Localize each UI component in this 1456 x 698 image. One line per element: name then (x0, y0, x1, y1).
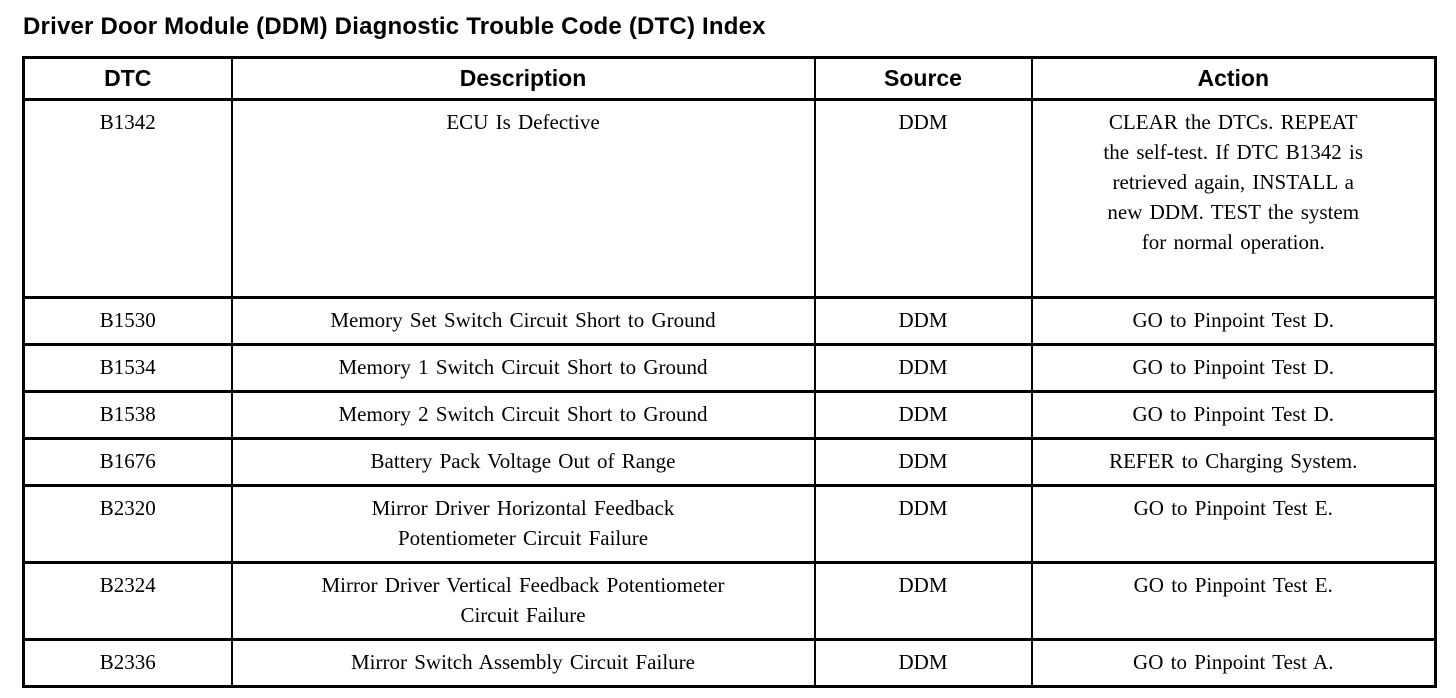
table-row: B2324 Mirror Driver Vertical Feedback Po… (22, 561, 1437, 641)
column-header-dtc: DTC (22, 56, 233, 101)
cell-description: Memory Set Switch Circuit Short to Groun… (230, 296, 816, 346)
document-title: Driver Door Module (DDM) Diagnostic Trou… (23, 13, 766, 40)
cell-source: DDM (813, 484, 1033, 564)
cell-dtc-code: B2324 (22, 561, 233, 641)
cell-action: GO to Pinpoint Test E. (1030, 561, 1437, 641)
cell-dtc-code: B1534 (22, 343, 233, 393)
table-row: B2336 Mirror Switch Assembly Circuit Fai… (22, 638, 1437, 688)
cell-source: DDM (813, 343, 1033, 393)
cell-description: Memory 1 Switch Circuit Short to Ground (230, 343, 816, 393)
table-row: B1342 ECU Is Defective DDM CLEAR the DTC… (22, 98, 1437, 299)
cell-description: Mirror Driver Vertical Feedback Potentio… (230, 561, 816, 641)
cell-action: REFER to Charging System. (1030, 437, 1437, 487)
table-row: B1534 Memory 1 Switch Circuit Short to G… (22, 343, 1437, 393)
cell-description: Memory 2 Switch Circuit Short to Ground (230, 390, 816, 440)
dtc-index-table: DTC Description Source Action B1342 ECU … (22, 56, 1437, 688)
table-row: B2320 Mirror Driver Horizontal Feedback … (22, 484, 1437, 564)
cell-dtc-code: B1530 (22, 296, 233, 346)
cell-dtc-code: B2336 (22, 638, 233, 688)
table-row: B1530 Memory Set Switch Circuit Short to… (22, 296, 1437, 346)
cell-source: DDM (813, 296, 1033, 346)
cell-source: DDM (813, 638, 1033, 688)
cell-source: DDM (813, 390, 1033, 440)
cell-source: DDM (813, 437, 1033, 487)
column-header-source: Source (813, 56, 1033, 101)
cell-source: DDM (813, 561, 1033, 641)
cell-action: GO to Pinpoint Test D. (1030, 390, 1437, 440)
table-header-row: DTC Description Source Action (22, 56, 1437, 101)
table-row: B1676 Battery Pack Voltage Out of Range … (22, 437, 1437, 487)
cell-action: CLEAR the DTCs. REPEAT the self-test. If… (1030, 98, 1437, 299)
cell-action: GO to Pinpoint Test A. (1030, 638, 1437, 688)
cell-description: Mirror Driver Horizontal Feedback Potent… (230, 484, 816, 564)
cell-dtc-code: B1676 (22, 437, 233, 487)
cell-description: ECU Is Defective (230, 98, 816, 299)
column-header-description: Description (230, 56, 816, 101)
cell-action: GO to Pinpoint Test E. (1030, 484, 1437, 564)
cell-action: GO to Pinpoint Test D. (1030, 343, 1437, 393)
cell-dtc-code: B1538 (22, 390, 233, 440)
cell-description: Battery Pack Voltage Out of Range (230, 437, 816, 487)
column-header-action: Action (1030, 56, 1437, 101)
cell-dtc-code: B2320 (22, 484, 233, 564)
cell-description: Mirror Switch Assembly Circuit Failure (230, 638, 816, 688)
table-row: B1538 Memory 2 Switch Circuit Short to G… (22, 390, 1437, 440)
cell-dtc-code: B1342 (22, 98, 233, 299)
cell-source: DDM (813, 98, 1033, 299)
cell-action: GO to Pinpoint Test D. (1030, 296, 1437, 346)
